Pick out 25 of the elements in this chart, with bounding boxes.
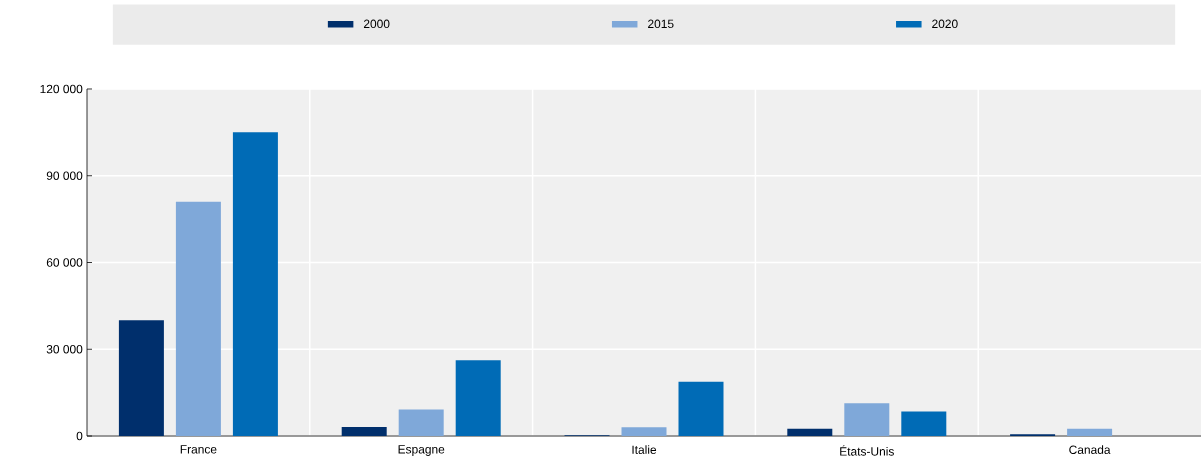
- y-tick-label: 60 000: [46, 258, 83, 267]
- x-tick-label: Espagne: [398, 445, 445, 456]
- bar: [844, 403, 890, 436]
- bar: [175, 201, 221, 436]
- y-tick-label: 0: [76, 431, 83, 441]
- bar: [1067, 428, 1113, 436]
- y-tick-label: 90 000: [46, 171, 83, 180]
- legend-label: 2015: [648, 19, 674, 29]
- bar: [678, 381, 724, 436]
- x-tick-label: Italie: [632, 445, 657, 454]
- bar: [398, 409, 444, 436]
- legend-label: 2000: [363, 19, 390, 29]
- legend-label: 2020: [932, 19, 958, 29]
- y-tick-label: 30 000: [46, 345, 83, 354]
- bar: [621, 427, 667, 436]
- x-tick-label: France: [180, 445, 217, 454]
- bar: [341, 427, 387, 436]
- bar: [455, 360, 501, 436]
- bar: [232, 132, 278, 436]
- x-tick-label: Canada: [1069, 445, 1111, 454]
- bar: [901, 411, 947, 436]
- x-tick-label: États-Unis: [840, 445, 894, 456]
- bar: [118, 320, 164, 436]
- y-tick-label: 120 000: [40, 84, 83, 94]
- bar: [787, 428, 833, 436]
